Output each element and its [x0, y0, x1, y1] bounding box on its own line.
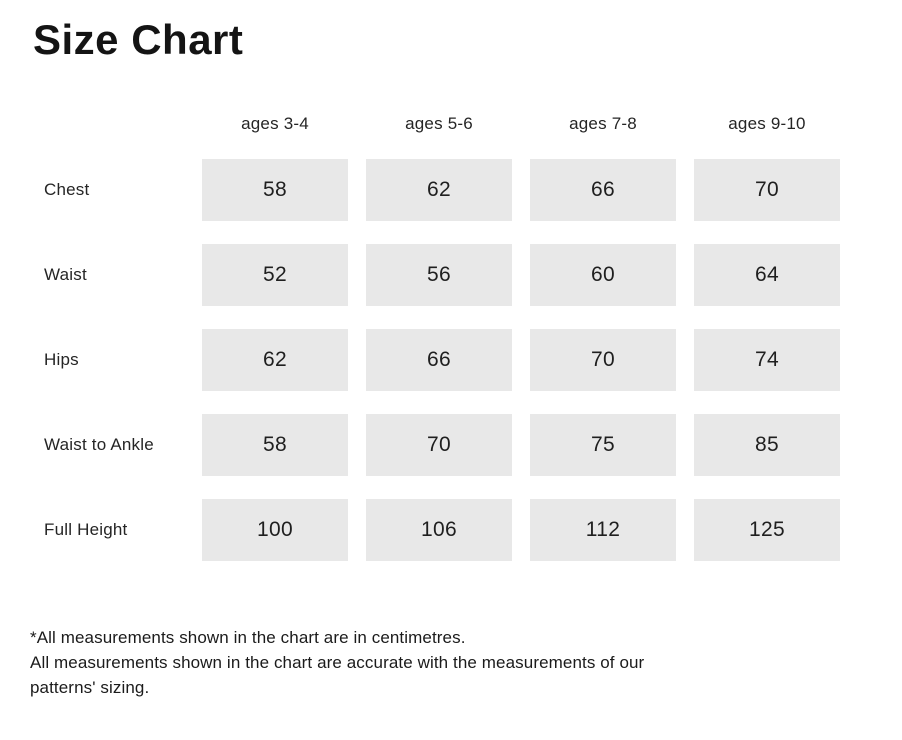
note-accuracy-line: All measurements shown in the chart are … [30, 653, 645, 673]
row-label-hips: Hips [44, 350, 79, 370]
value-cell-1-2: 60 [530, 244, 676, 307]
note-accuracy-line-continued: patterns' sizing. [30, 678, 150, 698]
value-cell-4-3: 125 [694, 499, 840, 562]
column-header-ages-7-8: ages 7-8 [569, 114, 637, 134]
table-corner-spacer [44, 115, 184, 136]
value-cell-2-1: 66 [366, 329, 512, 392]
value-cell-3-1: 70 [366, 414, 512, 477]
row-label-waist-to-ankle: Waist to Ankle [44, 435, 154, 455]
value-cell-1-1: 56 [366, 244, 512, 307]
note-unit-line: *All measurements shown in the chart are… [30, 628, 466, 648]
value-cell-3-0: 58 [202, 414, 348, 477]
value-cell-1-3: 64 [694, 244, 840, 307]
value-cell-0-2: 66 [530, 159, 676, 222]
row-label-chest: Chest [44, 180, 90, 200]
value-cell-0-1: 62 [366, 159, 512, 222]
size-chart-section: Size Chart ages 3-4 ages 5-6 ages 7-8 ages … [30, 16, 902, 700]
value-cell-0-3: 70 [694, 159, 840, 222]
value-cell-2-2: 70 [530, 329, 676, 392]
value-cell-4-0: 100 [202, 499, 348, 562]
column-header-ages-5-6: ages 5-6 [405, 114, 473, 134]
value-cell-3-2: 75 [530, 414, 676, 477]
value-cell-2-0: 62 [202, 329, 348, 392]
size-chart-table: ages 3-4 ages 5-6 ages 7-8 ages 9-10 Chest 58… [44, 114, 902, 562]
row-label-full-height: Full Height [44, 520, 128, 540]
value-cell-4-2: 112 [530, 499, 676, 562]
page-title: Size Chart [33, 16, 244, 63]
value-cell-2-3: 74 [694, 329, 840, 392]
column-header-ages-3-4: ages 3-4 [241, 114, 309, 134]
measurement-notes: *All measurements shown in the chart are… [30, 625, 902, 700]
value-cell-3-3: 85 [694, 414, 840, 477]
value-cell-0-0: 58 [202, 159, 348, 222]
value-cell-1-0: 52 [202, 244, 348, 307]
row-label-waist: Waist [44, 265, 87, 285]
value-cell-4-1: 106 [366, 499, 512, 562]
column-header-ages-9-10: ages 9-10 [728, 114, 806, 134]
